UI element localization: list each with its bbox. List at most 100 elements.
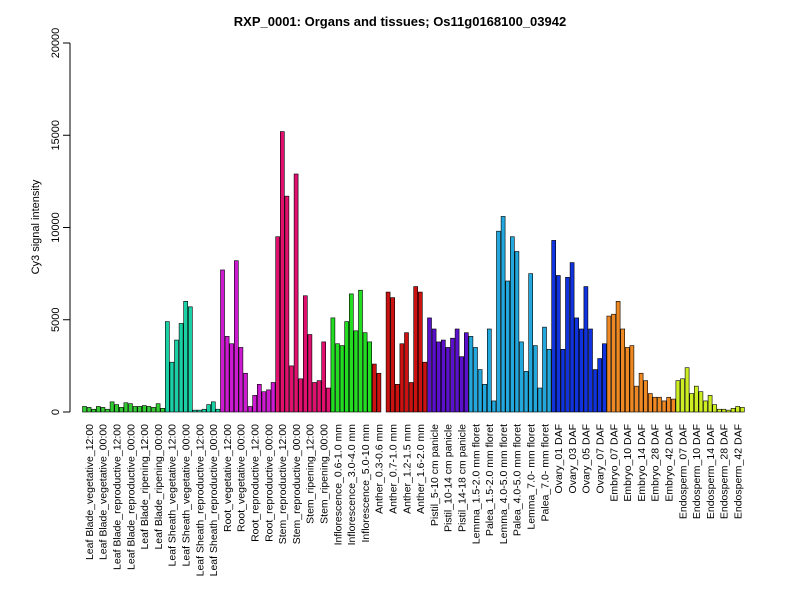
bar xyxy=(408,382,414,413)
bar xyxy=(339,345,345,413)
bar xyxy=(491,400,497,413)
bar xyxy=(482,384,488,413)
bar xyxy=(417,291,423,413)
bar xyxy=(284,195,290,413)
category-label: Root_reproductive_12:00 xyxy=(250,424,262,542)
category-label: Leaf Blade_vegetative_12:00 xyxy=(84,424,96,560)
bar xyxy=(693,385,699,413)
bar xyxy=(298,378,304,413)
bar xyxy=(680,378,685,413)
bar xyxy=(261,391,267,413)
bar xyxy=(137,406,142,413)
bar xyxy=(546,348,552,413)
bar xyxy=(146,406,152,413)
category-label: Pistil_10-14 cm panicle xyxy=(443,424,455,532)
bar xyxy=(220,269,225,413)
bar xyxy=(445,347,451,413)
bar xyxy=(201,408,207,413)
bar xyxy=(496,230,501,413)
category-label: Palea_4.0-5.0 mm floret xyxy=(512,424,524,536)
bar xyxy=(151,407,156,413)
bar xyxy=(256,384,262,413)
bar xyxy=(601,343,607,413)
bar xyxy=(477,369,483,413)
bar xyxy=(592,369,598,413)
category-label: Inflorescence_5.0-10 mm xyxy=(360,424,372,543)
bar xyxy=(109,401,115,413)
y-tick-label: 0 xyxy=(50,409,62,415)
bar xyxy=(321,341,327,413)
bar xyxy=(615,300,621,413)
bar xyxy=(629,345,635,413)
category-label: Anther_1.2-1.5 mm xyxy=(401,424,413,514)
bar xyxy=(252,395,257,413)
bar xyxy=(643,380,649,413)
bar xyxy=(569,262,575,413)
y-tick-label: 10000 xyxy=(50,212,62,243)
bar xyxy=(670,398,676,413)
category-label: Pistil_5-10 cm panicle xyxy=(429,424,441,526)
bar xyxy=(302,295,308,413)
bar xyxy=(128,403,133,413)
bar xyxy=(82,406,87,413)
bar xyxy=(307,334,313,413)
bar xyxy=(661,400,667,413)
bar xyxy=(652,396,658,413)
category-label: Ovary_03 DAF xyxy=(567,424,579,493)
bar xyxy=(555,275,561,413)
bar xyxy=(335,343,340,413)
bar xyxy=(620,328,626,413)
category-label: Embryo_14 DAF xyxy=(636,424,648,502)
bar xyxy=(588,328,593,413)
bar xyxy=(647,393,653,413)
bar xyxy=(394,384,400,413)
bar xyxy=(473,347,478,413)
bar xyxy=(583,286,589,413)
category-label: Lemma_1.5-2.0 mm floret xyxy=(470,424,482,544)
category-label: Leaf Sheath_vegetative_12:00 xyxy=(167,424,179,567)
bar xyxy=(716,408,722,413)
category-label: Leaf Blade_reproductive_12:00 xyxy=(112,424,124,570)
category-label: Root_vegetative_00:00 xyxy=(236,424,248,532)
category-label: Embryo_10 DAF xyxy=(622,424,634,502)
category-label: Ovary_05 DAF xyxy=(581,424,593,493)
bar xyxy=(505,280,511,413)
bar xyxy=(353,330,359,413)
category-label: Pistil_14-18 cm panicle xyxy=(457,424,469,532)
category-label: Leaf Sheath_reproductive_00:00 xyxy=(208,424,220,577)
bar xyxy=(169,361,175,413)
y-tick-label: 5000 xyxy=(50,308,62,332)
bar xyxy=(348,293,354,413)
bar xyxy=(165,321,170,413)
bar xyxy=(532,345,538,413)
bar xyxy=(459,356,465,413)
category-label: Leaf Blade_ripening_00:00 xyxy=(153,424,165,550)
bar xyxy=(316,380,322,413)
bar xyxy=(689,393,695,413)
category-label: Palea_7.0- mm floret xyxy=(539,424,551,522)
bar xyxy=(234,260,239,413)
bar xyxy=(197,409,202,413)
bar xyxy=(238,347,244,413)
bar xyxy=(155,403,161,413)
bar xyxy=(192,409,198,413)
bars-group xyxy=(82,131,745,413)
bar xyxy=(178,323,184,413)
bar xyxy=(431,328,437,413)
bar xyxy=(638,372,644,413)
bar xyxy=(422,361,428,413)
bar xyxy=(537,387,543,413)
bar xyxy=(500,216,506,413)
bar xyxy=(523,371,529,413)
category-label: Leaf Blade_ripening_12:00 xyxy=(139,424,151,550)
bar xyxy=(91,408,96,413)
bar xyxy=(215,408,221,413)
bar xyxy=(358,289,363,413)
bar xyxy=(427,317,432,413)
category-label: Lemma_7.0- mm floret xyxy=(526,424,538,530)
bar xyxy=(551,240,557,413)
bar xyxy=(325,387,331,413)
bar xyxy=(211,401,216,413)
category-label: Root_vegetative_12:00 xyxy=(222,424,234,532)
